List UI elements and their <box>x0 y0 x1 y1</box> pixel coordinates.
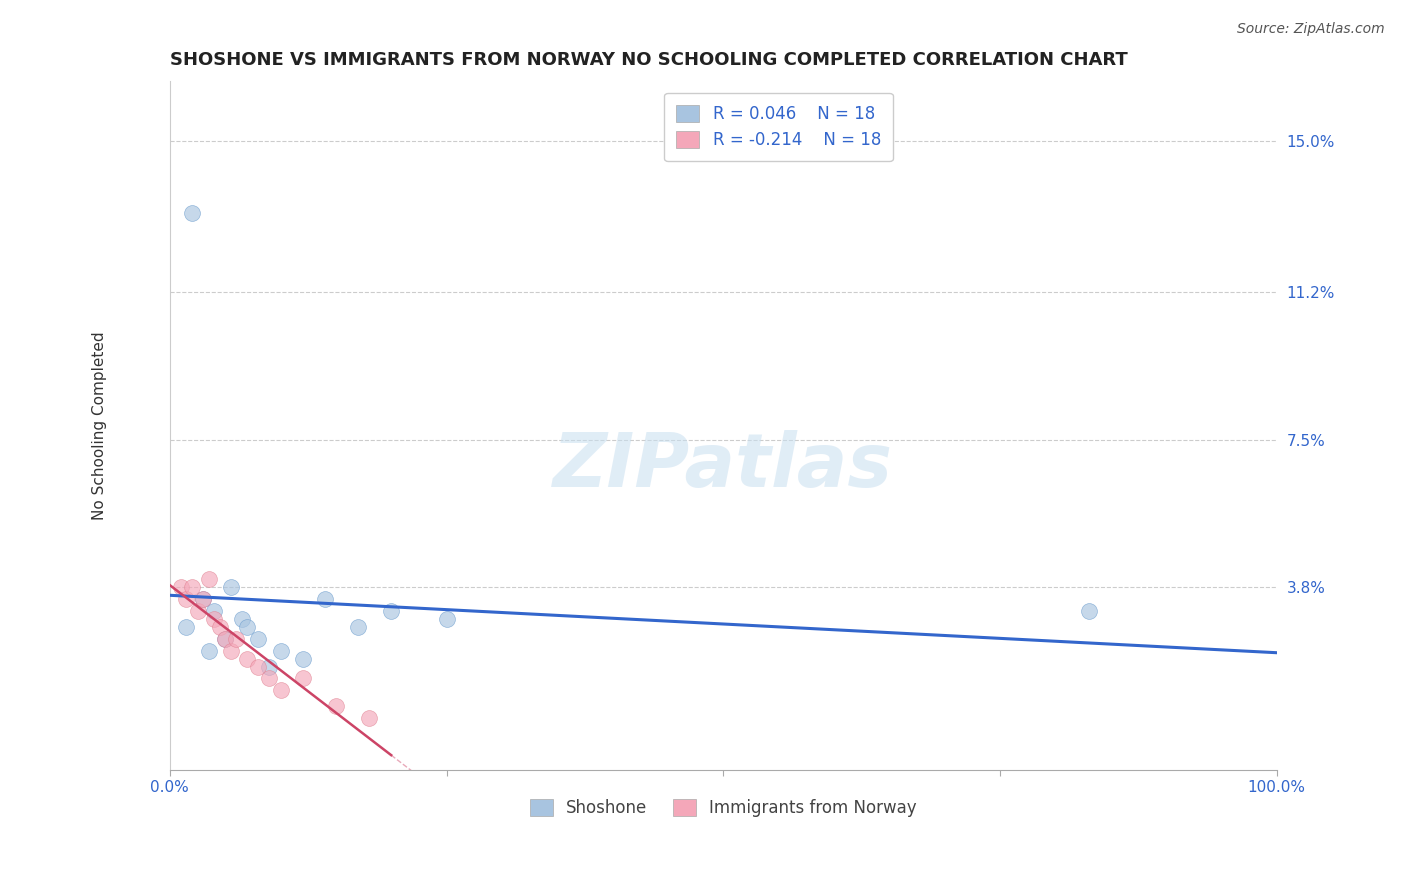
Point <box>247 632 270 646</box>
Point <box>325 699 347 714</box>
Point <box>347 620 370 634</box>
Point <box>314 591 336 606</box>
Point <box>181 205 204 219</box>
Point <box>236 620 259 634</box>
Point <box>181 580 204 594</box>
Point <box>219 643 242 657</box>
Point <box>270 683 292 698</box>
Text: ZIPatlas: ZIPatlas <box>553 431 893 503</box>
Legend: Shoshone, Immigrants from Norway: Shoshone, Immigrants from Norway <box>523 792 924 823</box>
Point <box>191 591 214 606</box>
Point <box>259 659 281 673</box>
Point <box>380 604 402 618</box>
Point <box>219 580 242 594</box>
Point <box>191 591 214 606</box>
Point <box>357 711 380 725</box>
Text: SHOSHONE VS IMMIGRANTS FROM NORWAY NO SCHOOLING COMPLETED CORRELATION CHART: SHOSHONE VS IMMIGRANTS FROM NORWAY NO SC… <box>170 51 1128 69</box>
Point <box>176 591 198 606</box>
Y-axis label: No Schooling Completed: No Schooling Completed <box>93 331 107 520</box>
Point <box>176 620 198 634</box>
Point <box>291 672 314 686</box>
Point <box>170 580 193 594</box>
Point <box>202 612 225 626</box>
Point <box>291 651 314 665</box>
Point <box>225 632 247 646</box>
Point <box>214 632 236 646</box>
Text: Source: ZipAtlas.com: Source: ZipAtlas.com <box>1237 22 1385 37</box>
Point <box>208 620 231 634</box>
Point <box>197 643 219 657</box>
Point <box>197 572 219 586</box>
Point <box>436 612 458 626</box>
Point <box>259 672 281 686</box>
Point <box>231 612 253 626</box>
Point <box>214 632 236 646</box>
Point <box>247 659 270 673</box>
Point <box>202 604 225 618</box>
Point <box>186 604 208 618</box>
Point <box>1077 604 1099 618</box>
Point <box>236 651 259 665</box>
Point <box>270 643 292 657</box>
